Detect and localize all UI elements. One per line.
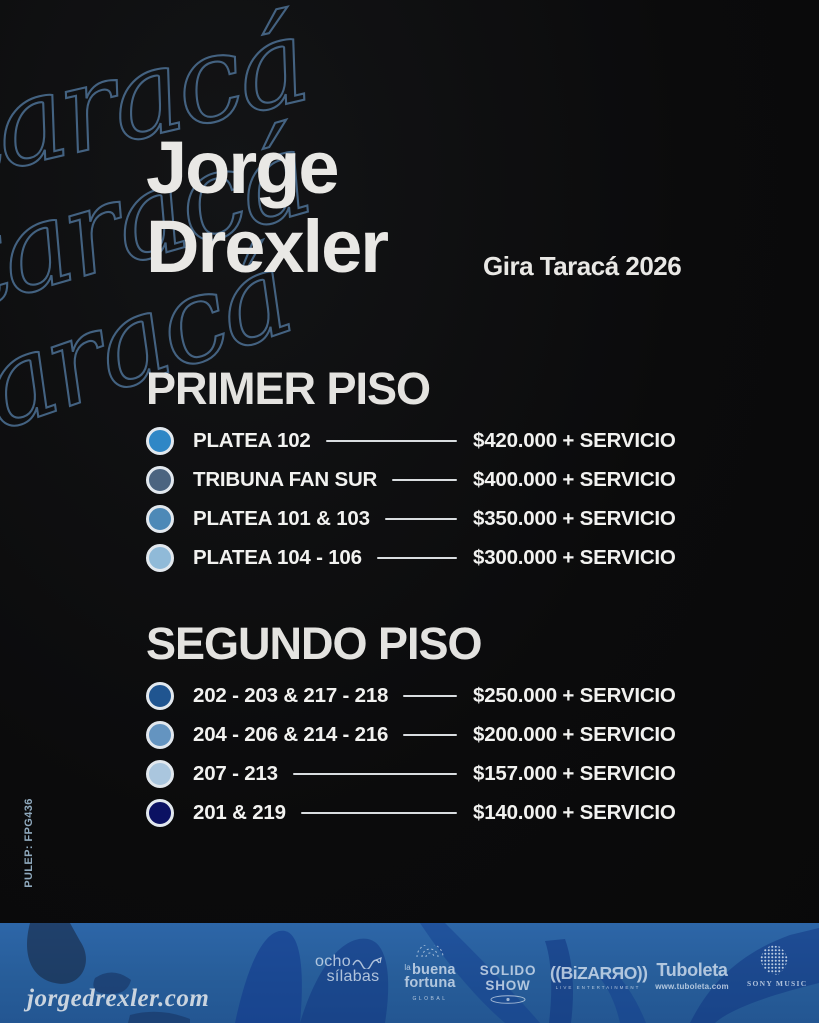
section-heading: SEGUNDO PISO xyxy=(146,618,483,669)
section-segundo-piso: SEGUNDO PISO 202 - 203 & 217 - 218 $250.… xyxy=(146,621,677,837)
leader-line xyxy=(384,517,457,520)
seat-label: PLATEA 101 & 103 xyxy=(193,506,370,530)
seat-color-dot xyxy=(146,681,174,710)
tour-subtitle: Gira Taracá 2026 xyxy=(483,251,682,281)
price-text: $400.000 + SERVICIO xyxy=(473,467,676,491)
seat-color-dot xyxy=(146,720,174,749)
leader-line xyxy=(376,556,457,559)
sony-music-label: SONY MUSIC xyxy=(747,979,808,988)
seat-label: PLATEA 104 - 106 xyxy=(193,545,362,569)
ocho-silabas-line2: sílabas xyxy=(326,968,380,985)
price-text: $250.000 + SERVICIO xyxy=(473,683,676,707)
seat-color-dot xyxy=(146,759,174,788)
buena-fortuna-prefix: la xyxy=(404,963,411,972)
artist-title-line2: Drexler xyxy=(146,205,389,289)
leader-line xyxy=(403,694,457,697)
sony-music-logo: SONY MUSIC xyxy=(747,945,808,988)
price-text: $140.000 + SERVICIO xyxy=(473,800,676,824)
bizarro-label: ((BiZARЯO)) xyxy=(550,963,648,983)
artist-title-line1: Jorge xyxy=(146,126,340,209)
buena-fortuna-logo: labuena fortuna GLOBAL xyxy=(398,943,462,1006)
price-text: $350.000 + SERVICIO xyxy=(473,506,676,530)
price-text: $300.000 + SERVICIO xyxy=(473,545,676,569)
leader-line xyxy=(392,478,457,481)
seat-label: 201 & 219 xyxy=(193,800,286,824)
seat-color-dot xyxy=(146,798,174,827)
price-text: $420.000 + SERVICIO xyxy=(473,428,676,452)
buena-fortuna-global-label: GLOBAL xyxy=(412,996,448,1002)
seat-label: 204 - 206 & 214 - 216 xyxy=(193,722,389,746)
price-row: 201 & 219 $140.000 + SERVICIO xyxy=(146,798,677,827)
seat-label: 202 - 203 & 217 - 218 xyxy=(193,683,389,707)
price-row: TRIBUNA FAN SUR $400.000 + SERVICIO xyxy=(146,465,677,494)
section-heading: PRIMER PISO xyxy=(146,363,431,414)
buena-fortuna-line2: fortuna xyxy=(404,975,456,991)
sony-music-globe-icon xyxy=(760,945,788,975)
buena-fortuna-line1: buena xyxy=(411,962,456,978)
seat-color-dot xyxy=(146,504,174,533)
seat-label: TRIBUNA FAN SUR xyxy=(193,467,378,491)
price-row: 207 - 213 $157.000 + SERVICIO xyxy=(146,759,677,788)
footer-band: jorgedrexler.com ocho sílabas labuena xyxy=(0,923,819,1023)
ocho-silabas-line1: ocho xyxy=(315,953,351,970)
leader-line xyxy=(325,439,457,442)
bizarro-logo: ((BiZARЯO)) LIVE ENTERTAINMENT xyxy=(550,963,648,990)
seat-color-dot xyxy=(146,465,174,494)
tuboleta-label: Tuboleta xyxy=(656,960,728,980)
buena-fortuna-rays-icon xyxy=(416,943,444,958)
price-row: PLATEA 102 $420.000 + SERVICIO xyxy=(146,426,677,455)
pulep-code: PULEP: FPG436 xyxy=(23,798,35,888)
price-text: $200.000 + SERVICIO xyxy=(473,722,676,746)
tuboleta-logo: Tuboleta www.tuboleta.com xyxy=(652,960,732,991)
price-row: 202 - 203 & 217 - 218 $250.000 + SERVICI… xyxy=(146,681,677,710)
ocho-silabas-logo: ocho sílabas xyxy=(310,953,396,985)
leader-line xyxy=(292,772,457,775)
price-row: PLATEA 101 & 103 $350.000 + SERVICIO xyxy=(146,504,677,533)
solido-show-label: SOLIDO SHOW xyxy=(479,963,537,993)
seat-label: PLATEA 102 xyxy=(193,428,311,452)
artist-website: jorgedrexler.com xyxy=(27,985,210,1012)
price-text: $157.000 + SERVICIO xyxy=(473,761,676,785)
solido-show-logo: SOLIDO SHOW xyxy=(472,963,544,1008)
artist-title: Jorge Drexler xyxy=(146,126,389,289)
ocho-silabas-wave-icon xyxy=(352,957,382,969)
solido-show-eye-icon xyxy=(490,995,526,1004)
price-row: 204 - 206 & 214 - 216 $200.000 + SERVICI… xyxy=(146,720,677,749)
price-row: PLATEA 104 - 106 $300.000 + SERVICIO xyxy=(146,543,677,572)
seat-color-dot xyxy=(146,543,174,572)
bizarro-sub-label: LIVE ENTERTAINMENT xyxy=(555,985,641,990)
section-primer-piso: PRIMER PISO PLATEA 102 $420.000 + SERVIC… xyxy=(146,366,677,582)
leader-line xyxy=(300,811,457,814)
seat-label: 207 - 213 xyxy=(193,761,278,785)
leader-line xyxy=(403,733,457,736)
seat-color-dot xyxy=(146,426,174,455)
tuboleta-url-label: www.tuboleta.com xyxy=(655,982,729,991)
